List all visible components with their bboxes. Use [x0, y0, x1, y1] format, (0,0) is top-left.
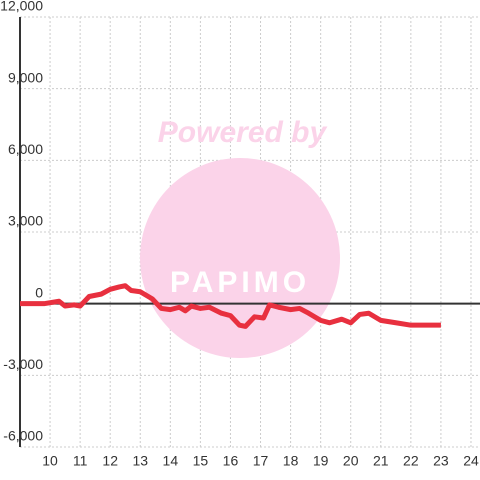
watermark: Powered by PAPIMO — [140, 116, 340, 358]
x-tick-label: 10 — [42, 453, 58, 469]
data-line — [20, 283, 441, 329]
y-tick-label: 12,000 — [0, 0, 43, 14]
watermark-circle — [140, 158, 340, 358]
y-tick-label: -3,000 — [3, 356, 43, 372]
x-tick-label: 17 — [253, 453, 269, 469]
x-tick-label: 19 — [313, 453, 329, 469]
y-tick-label: 9,000 — [8, 69, 43, 85]
x-tick-label: 14 — [163, 453, 179, 469]
x-tick-label: 20 — [343, 453, 359, 469]
x-tick-label: 15 — [193, 453, 209, 469]
x-tick-label: 18 — [283, 453, 299, 469]
y-tick-label: 6,000 — [8, 141, 43, 157]
x-tick-label: 24 — [463, 453, 479, 469]
x-tick-label: 23 — [433, 453, 449, 469]
x-tick-label: 12 — [102, 453, 118, 469]
x-tick-label: 16 — [223, 453, 239, 469]
x-tick-label: 11 — [73, 453, 88, 469]
x-tick-label: 22 — [403, 453, 419, 469]
watermark-text: Powered by — [158, 116, 328, 149]
watermark-logo: PAPIMO — [170, 266, 310, 299]
x-tick-label: 21 — [373, 453, 389, 469]
y-tick-label: -6,000 — [3, 428, 43, 444]
x-tick-label: 13 — [132, 453, 148, 469]
y-tick-label: 3,000 — [8, 213, 43, 229]
y-tick-label: 0 — [35, 284, 43, 300]
